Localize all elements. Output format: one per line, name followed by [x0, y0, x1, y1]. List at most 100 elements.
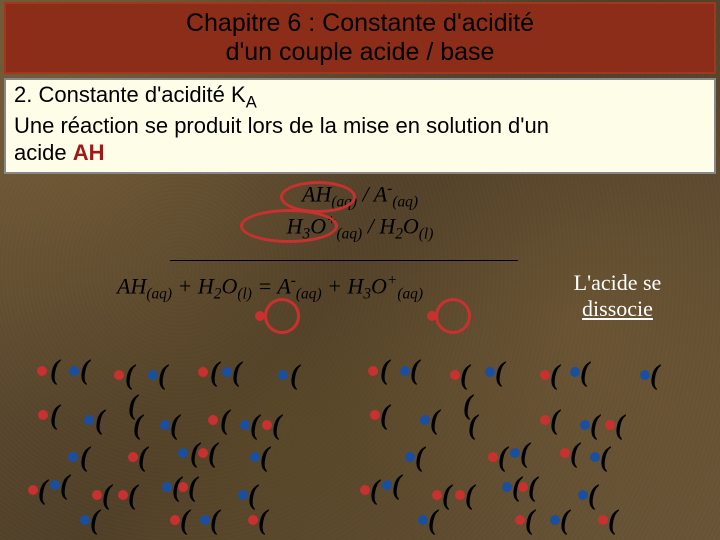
water-glyph: (: [102, 480, 111, 512]
water-glyph: (: [290, 360, 299, 392]
water-glyph: (: [460, 360, 469, 392]
molecule-dot: [515, 515, 525, 525]
molecule-dot: [80, 515, 90, 525]
water-glyph: (: [248, 480, 257, 512]
molecule-dot: [382, 480, 392, 490]
molecule-dot: [540, 415, 550, 425]
molecule-dot: [50, 480, 60, 490]
molecule-dot: [198, 448, 208, 458]
molecule-dot: [238, 490, 248, 500]
molecule-dot: [370, 410, 380, 420]
title-band: Chapitre 6 : Constante d'acidité d'un co…: [4, 2, 716, 74]
water-glyph: (: [428, 505, 437, 537]
water-glyph: (: [580, 357, 589, 389]
water-glyph: (: [158, 360, 167, 392]
water-glyph: (: [272, 410, 281, 442]
water-glyph: (: [615, 410, 624, 442]
water-glyph: (: [588, 480, 597, 512]
water-glyph: (: [60, 470, 69, 502]
water-glyph: (: [495, 357, 504, 389]
molecule-dot: [178, 448, 188, 458]
molecule-dot: [68, 452, 78, 462]
molecule-dot: [162, 482, 172, 492]
title-line2: d'un couple acide / base: [226, 38, 495, 67]
molecule-dot: [255, 311, 265, 321]
water-glyph: (: [650, 360, 659, 392]
molecule-dot: [250, 452, 260, 462]
molecule-dot: [37, 366, 47, 376]
water-glyph: (: [210, 505, 219, 537]
water-glyph: (: [180, 505, 189, 537]
info-line1: 2. Constante d'acidité KA: [14, 82, 706, 113]
molecule-dot: [485, 367, 495, 377]
water-glyph: (: [520, 438, 529, 470]
molecule-dot: [605, 420, 615, 430]
molecule-dot: [198, 367, 208, 377]
water-glyph: (: [250, 410, 259, 442]
water-glyph: (: [392, 470, 401, 502]
molecule-dot: [92, 490, 102, 500]
water-glyph: (: [232, 357, 241, 389]
water-glyph: (: [498, 442, 507, 474]
water-glyph: (: [570, 438, 579, 470]
molecule-dot: [580, 420, 590, 430]
water-glyph: (: [258, 505, 267, 537]
molecule-dot: [488, 452, 498, 462]
info-line3: acide AH: [14, 140, 706, 166]
water-glyph: (: [50, 355, 59, 387]
molecule-dot: [518, 482, 528, 492]
molecule-dot: [578, 490, 588, 500]
water-glyph: (: [188, 472, 197, 504]
water-glyph: (: [50, 400, 59, 432]
molecule-dot: [640, 370, 650, 380]
molecule-dot: [560, 448, 570, 458]
molecule-dot: [360, 485, 370, 495]
water-glyph: (: [260, 442, 269, 474]
molecule-dot: [262, 420, 272, 430]
molecule-dot: [170, 515, 180, 525]
molecule-dot: [69, 366, 79, 376]
water-glyph: (: [38, 475, 47, 507]
water-glyph: (: [370, 475, 379, 507]
molecule-dot: [590, 452, 600, 462]
water-glyph: (: [208, 438, 217, 470]
molecule-dot: [432, 490, 442, 500]
water-glyph: (: [133, 410, 142, 442]
highlight-circle: [264, 298, 300, 334]
molecule-dot: [148, 370, 158, 380]
water-glyph: (: [170, 410, 179, 442]
title-line1: Chapitre 6 : Constante d'acidité: [186, 9, 534, 38]
water-glyph: (: [80, 355, 89, 387]
water-glyph: (: [380, 355, 389, 387]
slide: Chapitre 6 : Constante d'acidité d'un co…: [0, 0, 720, 540]
molecule-dot: [540, 370, 550, 380]
water-glyph: (: [125, 360, 134, 392]
water-glyph: (: [80, 442, 89, 474]
molecule-dot: [278, 370, 288, 380]
water-glyph: (: [410, 355, 419, 387]
water-glyph: (: [525, 505, 534, 537]
molecule-dot: [178, 482, 188, 492]
water-glyph: (: [608, 505, 617, 537]
molecule-dot: [598, 515, 608, 525]
water-glyph: (: [465, 480, 474, 512]
molecule-dot: [502, 482, 512, 492]
water-glyph: (: [550, 360, 559, 392]
molecule-dot: [160, 420, 170, 430]
water-glyph: (: [560, 505, 569, 537]
molecule-dot: [222, 367, 232, 377]
molecule-dot: [400, 366, 410, 376]
molecule-dot: [128, 452, 138, 462]
info-box: 2. Constante d'acidité KA Une réaction s…: [4, 78, 716, 174]
molecule-dot: [455, 490, 465, 500]
water-glyph: (: [380, 400, 389, 432]
water-glyph: (: [430, 405, 439, 437]
molecule-dot: [240, 420, 250, 430]
water-glyph: (: [590, 410, 599, 442]
info-line2: Une réaction se produit lors de la mise …: [14, 113, 706, 139]
molecule-dot: [208, 415, 218, 425]
molecule-dot: [418, 515, 428, 525]
molecule-dot: [510, 448, 520, 458]
side-label: L'acide se dissocie: [550, 270, 685, 322]
water-glyph: (: [210, 357, 219, 389]
